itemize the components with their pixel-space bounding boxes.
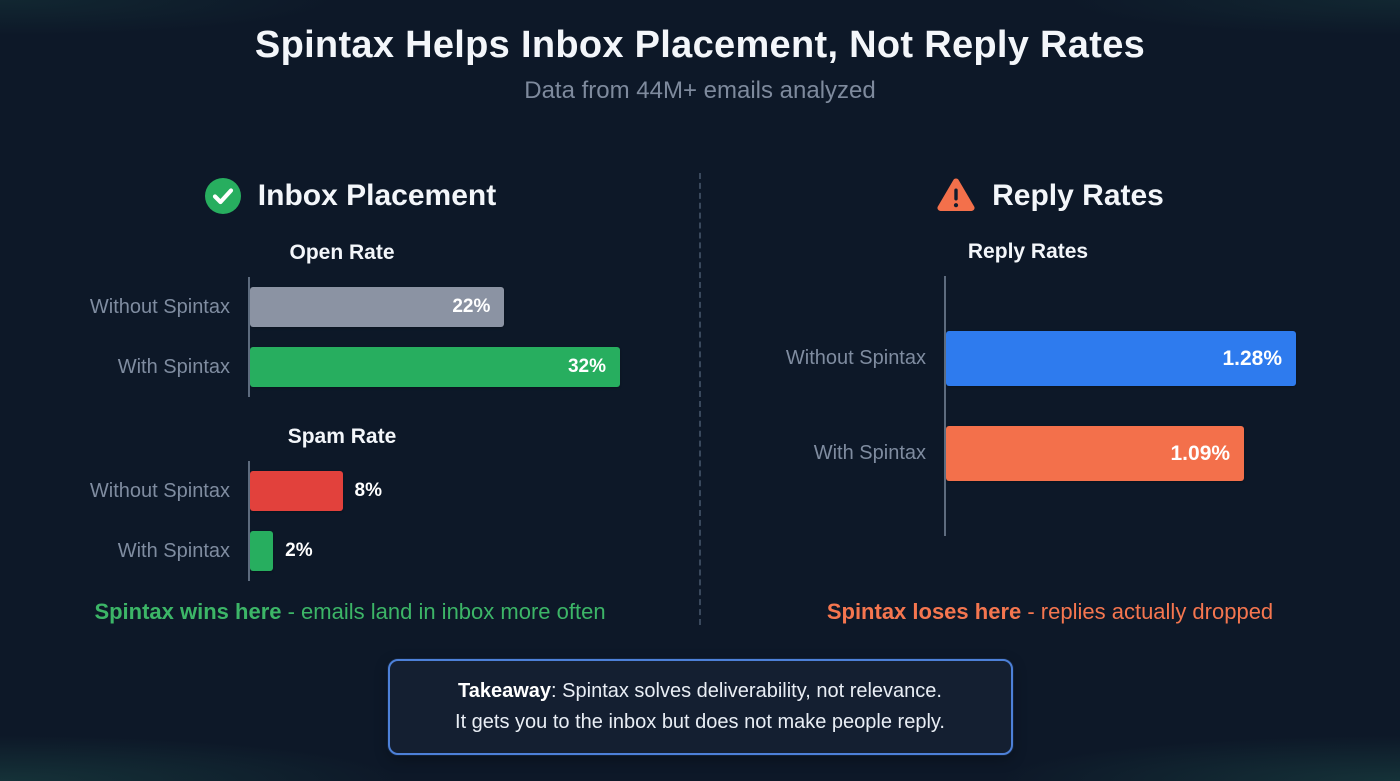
bar-row: With Spintax 2% [64, 531, 620, 571]
bar-track: 32% [250, 347, 620, 387]
bar-with-spintax [250, 531, 274, 571]
value-label: 1.28% [1222, 346, 1282, 370]
dashed-divider [699, 173, 701, 625]
reply-rates-chart: Reply Rates Without Spintax 1.28% With Spin… [760, 240, 1296, 536]
bar-row: With Spintax 32% [64, 347, 620, 387]
bar-track: 2% [250, 531, 620, 571]
bar-without-spintax [250, 471, 343, 511]
page-title: Spintax Helps Inbox Placement, Not Reply… [254, 24, 1146, 66]
value-label: 22% [452, 296, 491, 317]
takeaway-box: Takeaway: Spintax solves deliverability,… [387, 659, 1013, 755]
two-column-comparison: Inbox Placement Open Rate Without Spintax… [0, 157, 1400, 625]
page-subtitle: Data from 44M+ emails analyzed [524, 77, 876, 104]
summary-highlight: Spintax loses here [826, 599, 1022, 624]
chart-rows: Without Spintax 8% With Spintax 2% [64, 461, 620, 581]
chart-title: Open Rate [289, 241, 395, 264]
bar-without-spintax: 22% [250, 287, 505, 327]
summary-rest: - emails land in inbox more often [281, 599, 606, 624]
chart-axis-line [248, 461, 250, 581]
category-label: Without Spintax [785, 347, 926, 369]
bar-track: 1.28% [946, 331, 1296, 386]
takeaway-line2: It gets you to the inbox but does not ma… [455, 711, 945, 733]
bar-track: 1.09% [946, 426, 1296, 481]
value-label: 32% [567, 356, 606, 377]
panel-title: Inbox Placement [257, 179, 497, 212]
spam-rate-chart: Spam Rate Without Spintax 8% With Spintax 2% [64, 425, 620, 581]
bar-track: 22% [250, 287, 620, 327]
summary-highlight: Spintax wins here [94, 599, 282, 624]
open-rate-chart: Open Rate Without Spintax 22% With Spintax 3… [64, 241, 620, 397]
bar-track: 8% [250, 471, 620, 511]
check-circle-icon [204, 177, 242, 215]
value-label: 8% [354, 480, 382, 501]
value-label: 1.09% [1170, 441, 1231, 465]
takeaway-label: Takeaway [458, 680, 552, 702]
bar-row: Without Spintax 1.28% [760, 331, 1296, 386]
category-label: Without Spintax [89, 295, 230, 318]
chart-rows: Without Spintax 1.28% With Spintax 1.09% [760, 276, 1296, 536]
inbox-summary: Spintax wins here - emails land in inbox… [0, 599, 700, 625]
bar-row: With Spintax 1.09% [760, 426, 1296, 481]
takeaway-line1: : Spintax solves deliverability, not rel… [551, 680, 942, 702]
category-label: With Spintax [117, 355, 230, 378]
warning-triangle-icon [936, 177, 976, 214]
bar-without-spintax: 1.28% [946, 331, 1296, 386]
summary-rest: - replies actually dropped [1021, 599, 1274, 624]
inbox-placement-header: Inbox Placement [0, 177, 700, 215]
chart-axis-line [248, 277, 250, 397]
category-label: Without Spintax [89, 479, 230, 502]
category-label: With Spintax [813, 442, 926, 464]
bar-row: Without Spintax 8% [64, 471, 620, 511]
bar-with-spintax: 32% [250, 347, 620, 387]
chart-title: Reply Rates [967, 240, 1089, 263]
bar-with-spintax: 1.09% [946, 426, 1245, 481]
reply-rates-header: Reply Rates [700, 177, 1400, 214]
inbox-placement-panel: Inbox Placement Open Rate Without Spintax… [0, 157, 700, 625]
bar-row: Without Spintax 22% [64, 287, 620, 327]
reply-summary: Spintax loses here - replies actually dr… [700, 599, 1400, 625]
chart-axis-line [944, 276, 946, 536]
chart-rows: Without Spintax 22% With Spintax 32% [64, 277, 620, 397]
reply-rates-panel: Reply Rates Reply Rates Without Spintax 1.… [700, 157, 1400, 625]
value-label: 2% [285, 540, 313, 561]
chart-title: Spam Rate [287, 425, 397, 448]
header: Spintax Helps Inbox Placement, Not Reply… [0, 0, 1400, 105]
category-label: With Spintax [117, 539, 230, 562]
panel-title: Reply Rates [992, 178, 1164, 212]
